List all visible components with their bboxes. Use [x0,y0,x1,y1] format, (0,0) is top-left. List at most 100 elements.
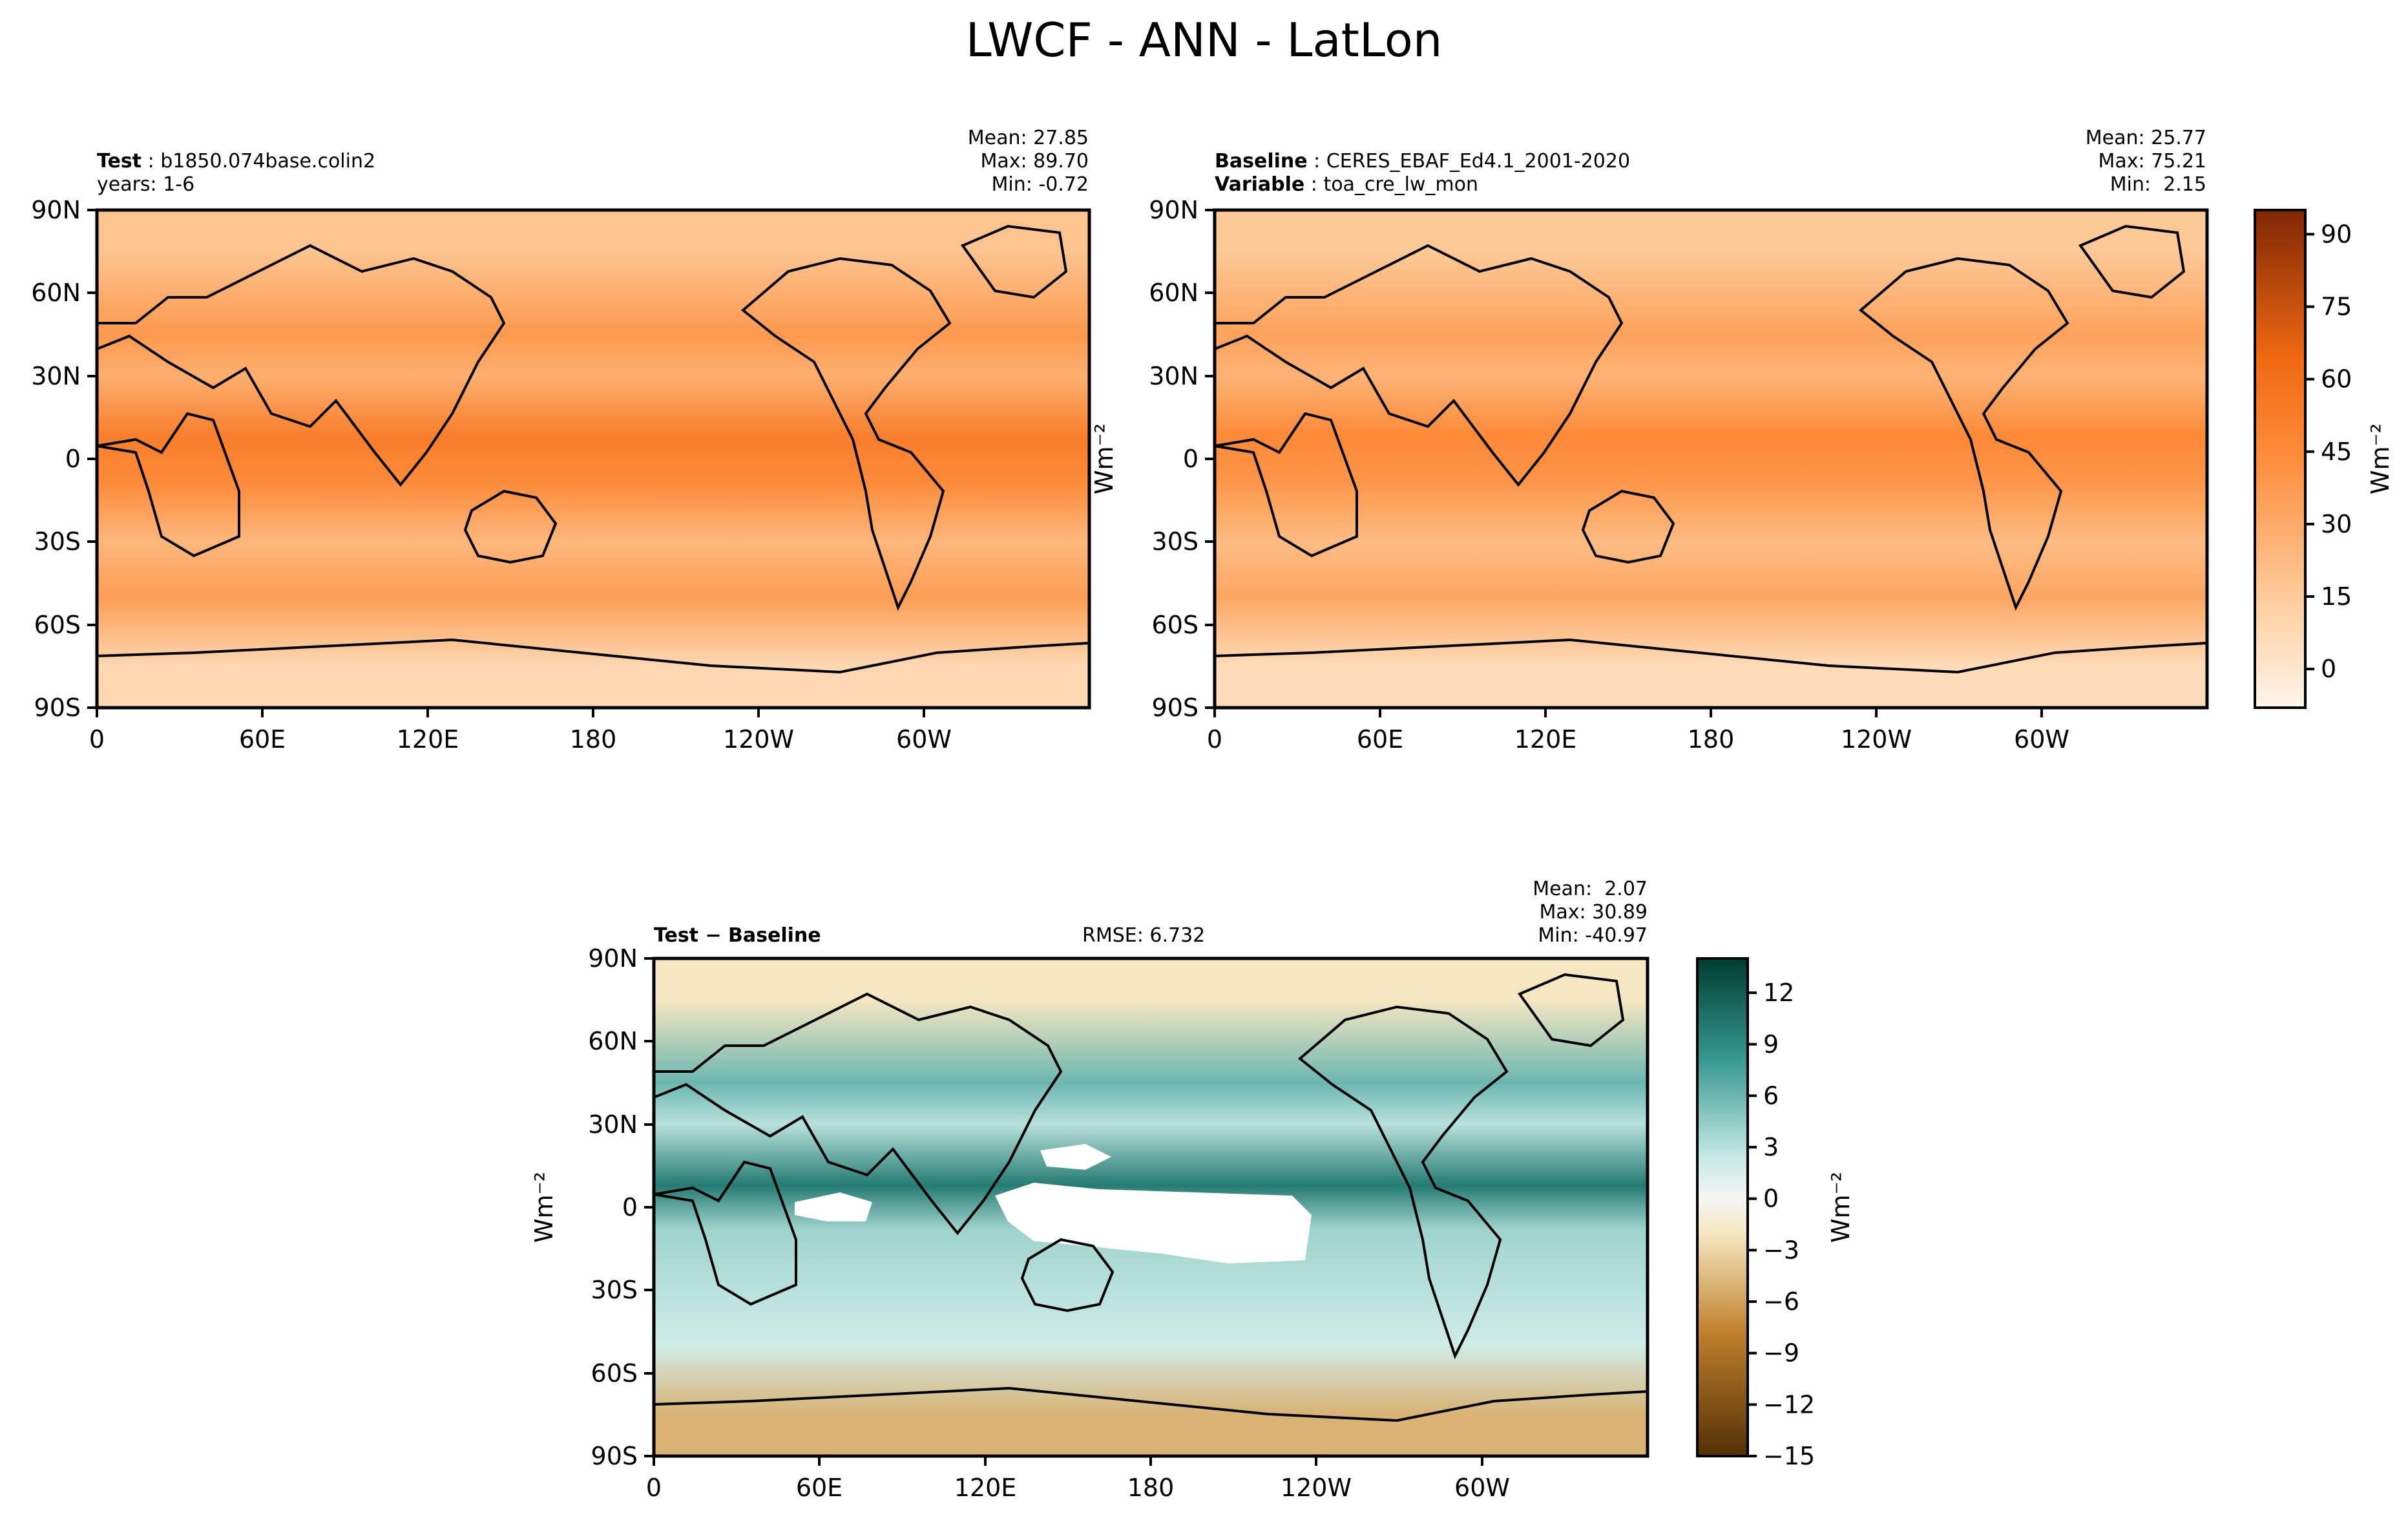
baseline-x-tick-label: 120W [1841,725,1912,754]
baseline-mean: Mean: 25.77 [2085,127,2206,149]
baseline-label: Baseline : CERES_EBAF_Ed4.1_2001-2020 [1215,150,1631,173]
diff-y-axis: 90N 60N 30N 0 30S 60S 90S [588,944,654,1470]
test-y-tick-label: 60N [31,279,81,307]
test-min: Min: -0.72 [991,173,1089,196]
diff-missing-region-westpac [1040,1144,1111,1170]
baseline-coastlines [1214,224,2208,674]
baseline-coast-australia [1581,489,1675,564]
baseline-y-tick-label: 90N [1149,196,1199,224]
diff-y-tick-label: 30N [588,1110,638,1139]
baseline-x-tick-label: 0 [1207,725,1222,754]
test-years: years: 1-6 [97,173,195,196]
diff-label: Test − Baseline [654,924,821,947]
diff-y-axis-label: Wm⁻² [530,1172,558,1243]
diff-coast-australia [1020,1238,1115,1313]
test-y-tick-label: 60S [34,611,81,639]
baseline-max: Max: 75.21 [2098,150,2206,173]
test-y-tick-marks [87,209,97,709]
test-coast-africa-eurasia [96,244,506,558]
diff-x-tick-label: 120E [954,1474,1017,1502]
brbg-colorbar-tick-label: 0 [1763,1185,1779,1213]
orange-colorbar-tick-label: 45 [2321,438,2352,466]
baseline-y-tick-marks [1205,209,1215,709]
baseline-x-tick-marks [1213,708,2043,717]
test-y-axis: 90N 60N 30N 0 30S 60S 90S [31,196,97,722]
orange-colorbar-tick-label: 0 [2321,655,2336,683]
test-y-tick-label: 90S [34,693,81,722]
brbg-colorbar-tick-label: 12 [1763,978,1794,1007]
diff-x-tick-label: 60E [796,1474,843,1502]
diff-y-tick-label: 60N [588,1027,638,1055]
test-y-tick-label: 30S [34,527,81,556]
test-x-tick-label: 120W [723,725,794,754]
diff-coastlines [653,973,1648,1422]
test-x-tick-label: 0 [89,725,105,754]
baseline-y-tick-label: 30N [1149,362,1199,390]
brbg-colorbar-tick-label: −6 [1763,1287,1799,1316]
diff-max: Max: 30.89 [1539,901,1648,924]
orange-colorbar-tick-label: 90 [2321,220,2352,248]
test-coast-antarctica [96,638,1090,674]
panel1-y-axis-label: Wm⁻² [1090,423,1118,494]
test-x-tick-marks [96,708,925,717]
baseline-coast-africa-eurasia [1214,244,1624,558]
test-coast-americas [740,257,952,611]
figure-title: LWCF - ANN - LatLon [965,13,1443,67]
diff-x-tick-label: 60W [1454,1474,1510,1502]
brbg-colorbar-tick-label: −9 [1763,1339,1799,1368]
baseline-y-tick-label: 60S [1152,611,1199,639]
baseline-x-tick-label: 180 [1688,725,1735,754]
baseline-min: Min: 2.15 [2110,173,2206,196]
baseline-y-tick-label: 0 [1183,445,1199,473]
baseline-y-tick-label: 60N [1149,279,1199,307]
test-label: Test : b1850.074base.colin2 [97,150,376,173]
orange-colorbar-tick-label: 75 [2321,293,2352,321]
diff-mean: Mean: 2.07 [1533,878,1648,900]
diff-min: Min: -40.97 [1538,924,1648,947]
diff-x-tick-label: 0 [646,1474,662,1502]
diff-y-tick-label: 0 [622,1193,638,1221]
baseline-coast-americas [1858,257,2069,611]
test-coast-greenland [960,224,1068,299]
brbg-colorbar-tick-label: 3 [1763,1133,1779,1161]
test-x-tick-label: 60E [239,725,286,754]
brbg-colorbar-tick-label: −15 [1763,1442,1815,1470]
baseline-x-tick-label: 60W [2014,725,2069,754]
diff-x-tick-marks [653,1456,1483,1466]
diff-x-tick-label: 180 [1127,1474,1175,1502]
diff-map-panel: 0 60E 120E 180 120W 60W 90N 60N 30N 0 30… [530,944,1649,1502]
baseline-map-panel: 0 60E 120E 180 120W 60W 90N 60N 30N 0 30… [1149,196,2209,754]
variable-label: Variable : toa_cre_lw_mon [1215,173,1479,196]
baseline-x-axis: 0 60E 120E 180 120W 60W [1207,708,2069,754]
brbg-colorbar-tick-label: −3 [1763,1236,1799,1264]
baseline-map-field [1215,210,2207,708]
baseline-x-tick-label: 60E [1357,725,1403,754]
orange-colorbar-tick-label: 60 [2321,365,2352,394]
test-x-tick-label: 60W [896,725,952,754]
test-y-tick-label: 0 [65,445,81,473]
test-x-tick-label: 180 [570,725,617,754]
orange-colorbar-fill [2254,209,2307,709]
orange-colorbar-tick-label: 15 [2321,582,2352,611]
test-map-panel: 0 60E 120E 180 120W 60W 90N 60N 30N 0 30… [31,196,1091,754]
baseline-x-tick-label: 120E [1514,725,1577,754]
diff-missing-region-indian [795,1192,872,1221]
test-x-axis: 0 60E 120E 180 120W 60W [89,708,952,754]
orange-colorbar-tick-label: 30 [2321,510,2352,538]
test-y-tick-label: 90N [31,196,81,224]
brbg-colorbar-tick-label: 9 [1763,1030,1779,1059]
baseline-y-tick-label: 30S [1152,527,1199,556]
brbg-colorbar-fill [1696,957,1749,1457]
test-mean: Mean: 27.85 [967,127,1089,149]
brbg-colorbar-label: Wm⁻² [1827,1172,1855,1243]
diff-y-tick-label: 90S [591,1442,638,1470]
test-coastlines [96,224,1090,674]
test-coast-australia [463,489,558,564]
baseline-coast-antarctica [1214,638,2208,674]
orange-colorbar-ticks: 90 75 60 45 30 15 0 [2305,220,2352,683]
diff-x-axis: 0 60E 120E 180 120W 60W [646,1456,1510,1502]
test-max: Max: 89.70 [980,150,1089,173]
test-map-field [97,210,1089,708]
test-y-tick-label: 30N [31,362,81,390]
baseline-y-axis: 90N 60N 30N 0 30S 60S 90S [1149,196,1215,722]
